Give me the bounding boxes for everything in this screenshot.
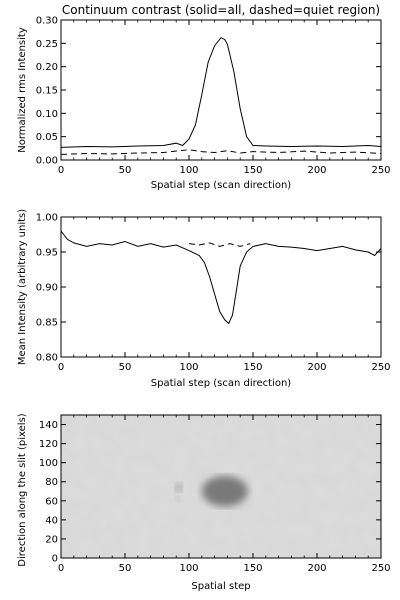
panel-1-series	[60, 37, 382, 155]
y-tick-label: 0.00	[36, 156, 58, 167]
panel-2-frame	[60, 216, 382, 358]
panel-2-ylabel: Mean Intensity (arbitrary units)	[17, 209, 28, 365]
x-tick-label: 250	[371, 362, 390, 373]
y-tick-label: 0.25	[36, 39, 58, 50]
x-tick-label: 200	[307, 563, 326, 574]
x-tick-label: 250	[371, 165, 390, 176]
y-tick-label: 0	[52, 554, 58, 565]
x-tick-label: 50	[119, 165, 132, 176]
y-tick-label: 0.10	[36, 109, 58, 120]
panel-2-series	[60, 230, 382, 325]
x-tick-label: 0	[58, 165, 64, 176]
y-tick-label: 20	[45, 534, 58, 545]
x-tick-label: 50	[119, 563, 132, 574]
x-tick-label: 100	[179, 563, 198, 574]
panel-1-xlabel: Spatial step (scan direction)	[151, 180, 291, 191]
x-tick-label: 150	[243, 362, 262, 373]
panel-3-xlabel: Spatial step	[191, 581, 250, 592]
panel-3-ticks: 0 50 100 150 200 250 0 20 40 60 80 100 120 140	[39, 415, 391, 574]
panel-contrast: Continuum contrast (solid=all, dashed=qu…	[17, 3, 391, 191]
panel-3-ylabel: Direction along the slit (pixels)	[17, 413, 28, 566]
y-tick-label: 0.85	[36, 318, 58, 329]
y-tick-label: 0.80	[36, 353, 58, 364]
y-tick-label: 0.20	[36, 62, 58, 73]
panel-3-frame	[60, 414, 382, 559]
y-tick-label: 140	[39, 420, 58, 431]
series-dashed-line	[188, 242, 251, 247]
series-solid-line	[60, 37, 382, 148]
y-tick-label: 0.30	[36, 16, 58, 27]
panel-1-frame	[60, 19, 382, 161]
panel-2-xlabel: Spatial step (scan direction)	[151, 378, 291, 389]
x-tick-label: 0	[58, 362, 64, 373]
panel-mean-intensity: 0 50 100 150 200 250 0.80 0.85 0.90 0.95 1.00 Spat…	[17, 209, 391, 389]
x-tick-label: 0	[58, 563, 64, 574]
panel-image: 0 50 100 150 200 250 0 20 40 60 80 100 120 140 Spatia…	[17, 413, 391, 592]
panel-1-ylabel: Normalized rms Intensity	[17, 27, 28, 153]
x-tick-label: 200	[307, 362, 326, 373]
y-tick-label: 0.95	[36, 248, 58, 259]
panel-2-ticks: 0 50 100 150 200 250 0.80 0.85 0.90 0.95 1.00	[36, 213, 391, 374]
penumbra-blob	[201, 476, 248, 507]
x-tick-label: 200	[307, 165, 326, 176]
pore-blob	[174, 482, 183, 493]
x-tick-label: 50	[119, 362, 132, 373]
y-tick-label: 60	[45, 496, 58, 507]
y-tick-label: 120	[39, 439, 58, 450]
x-tick-label: 100	[179, 362, 198, 373]
x-tick-label: 150	[243, 563, 262, 574]
y-tick-label: 100	[39, 458, 58, 469]
series-dashed-line	[60, 149, 382, 155]
y-tick-label: 80	[45, 477, 58, 488]
x-tick-label: 250	[371, 563, 390, 574]
y-tick-label: 40	[45, 515, 58, 526]
series-solid-line	[60, 230, 382, 325]
y-tick-label: 0.15	[36, 86, 58, 97]
x-tick-label: 150	[243, 165, 262, 176]
image-features	[174, 476, 248, 507]
x-tick-label: 100	[179, 165, 198, 176]
pore-blob	[174, 496, 181, 502]
panel-1-ticks: 0 50 100 150 200 250 0.00 0.05 0.10 0.15 0.20 0.25 0…	[36, 16, 391, 177]
panel-1-title: Continuum contrast (solid=all, dashed=qu…	[62, 3, 380, 17]
y-tick-label: 1.00	[36, 213, 58, 224]
y-tick-label: 0.05	[36, 132, 58, 143]
y-tick-label: 0.90	[36, 283, 58, 294]
